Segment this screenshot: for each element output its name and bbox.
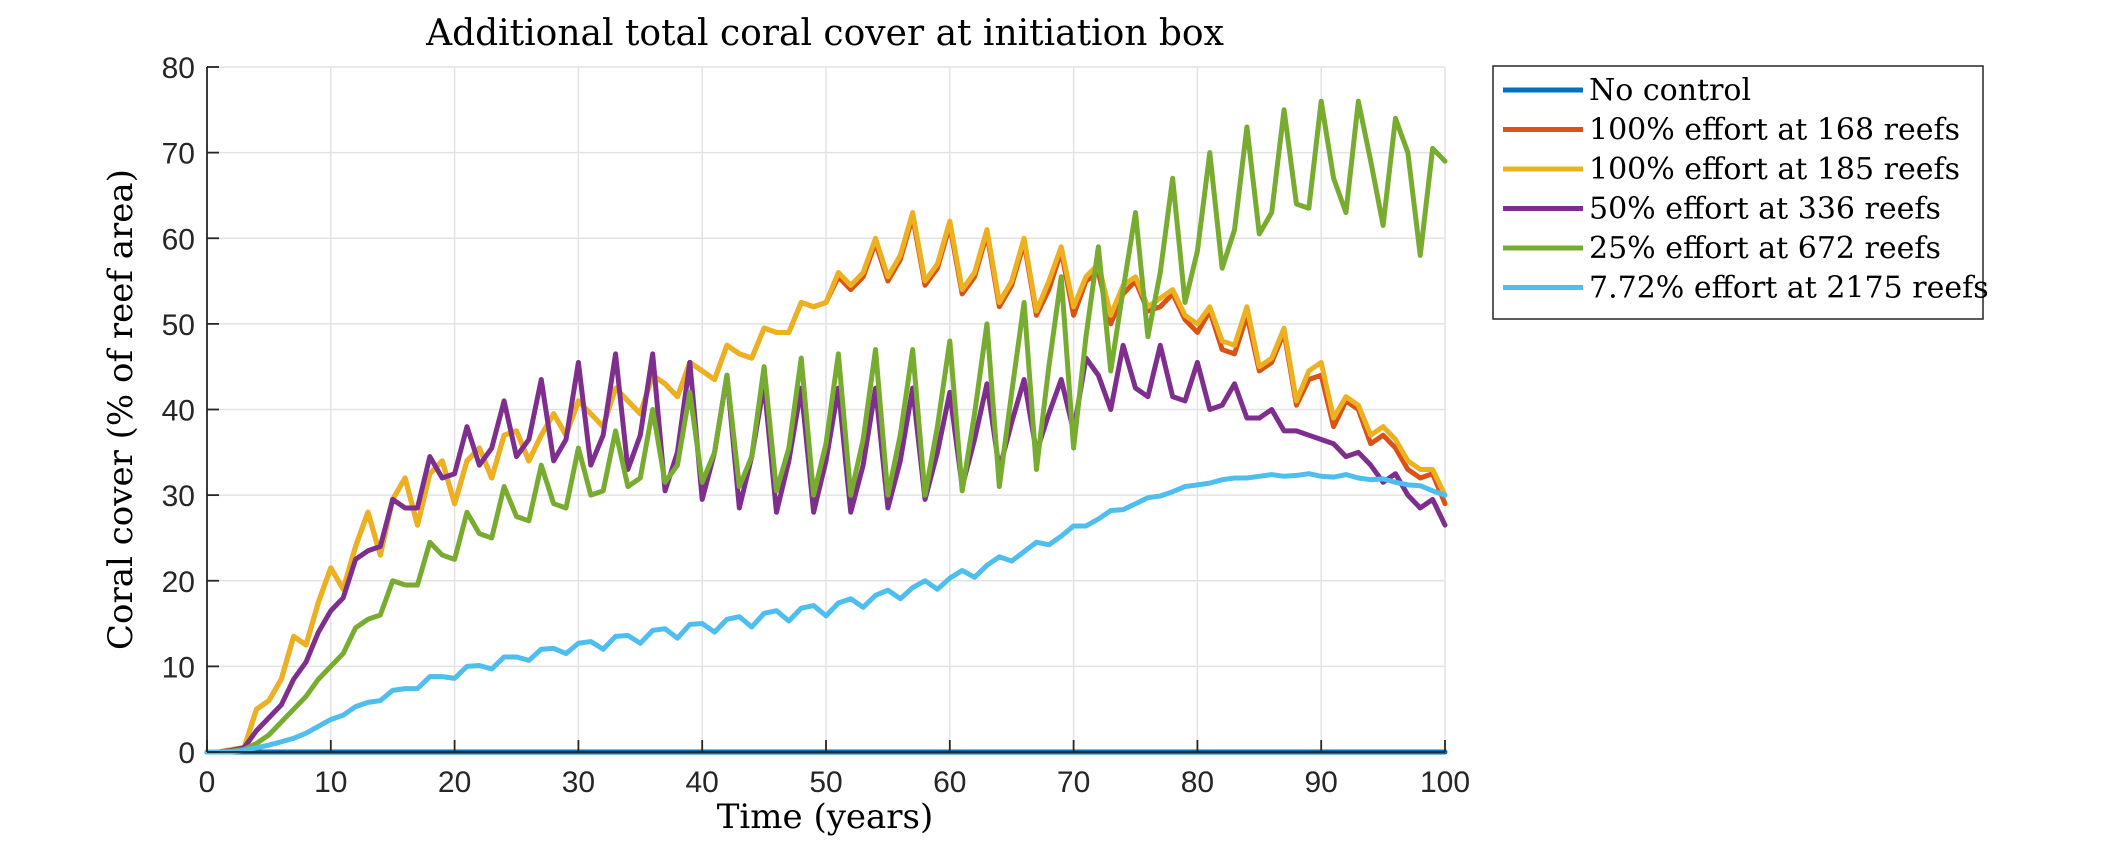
y-tick-label: 10 (162, 651, 195, 684)
y-tick-label: 50 (162, 309, 195, 342)
x-tick-label: 40 (686, 766, 719, 799)
x-tick-label: 60 (933, 766, 966, 799)
x-tick-label: 90 (1305, 766, 1338, 799)
legend-label: 25% effort at 672 reefs (1589, 231, 1941, 266)
y-tick-label: 80 (162, 52, 195, 85)
legend-label: 50% effort at 336 reefs (1589, 192, 1941, 227)
axes (206, 66, 1446, 753)
x-tick-label: 50 (809, 766, 842, 799)
legend-label: 100% effort at 185 reefs (1589, 152, 1960, 187)
legend-box (1492, 65, 1984, 320)
x-tick-label: 10 (314, 766, 347, 799)
x-tick-label: 0 (199, 766, 216, 799)
series-line-50-effort-at-336-reefs (204, 342, 1448, 755)
x-tick-label: 100 (1420, 766, 1470, 799)
legend-label: 7.72% effort at 2175 reefs (1589, 271, 1989, 306)
x-tick-label: 70 (1057, 766, 1090, 799)
y-tick-label: 0 (178, 737, 195, 770)
x-axis-label: Time (years) (717, 797, 934, 837)
y-tick-label: 60 (162, 223, 195, 256)
tick-labels: 0 10 20 30 40 50 60 70 80 90 100 0 10 20 30 40 50 60 70 80 (162, 52, 1470, 799)
x-tick-label: 20 (438, 766, 471, 799)
x-tick-label: 80 (1181, 766, 1214, 799)
y-tick-label: 20 (162, 566, 195, 599)
x-tick-label: 30 (562, 766, 595, 799)
y-tick-label: 70 (162, 138, 195, 171)
legend-label: No control (1589, 73, 1751, 108)
series-line-25-effort-at-672-reefs (204, 98, 1448, 755)
series-line-7-72-effort-at-2175-reefs (204, 471, 1448, 755)
y-axis-label: Coral cover (% of reef area) (101, 169, 141, 650)
y-tick-label: 30 (162, 480, 195, 513)
legend-label: 100% effort at 168 reefs (1589, 113, 1960, 148)
y-tick-label: 40 (162, 395, 195, 428)
chart-title: Additional total coral cover at initiati… (425, 13, 1224, 54)
legend: No control 100% effort at 168 reefs 100% e… (1492, 65, 1989, 320)
